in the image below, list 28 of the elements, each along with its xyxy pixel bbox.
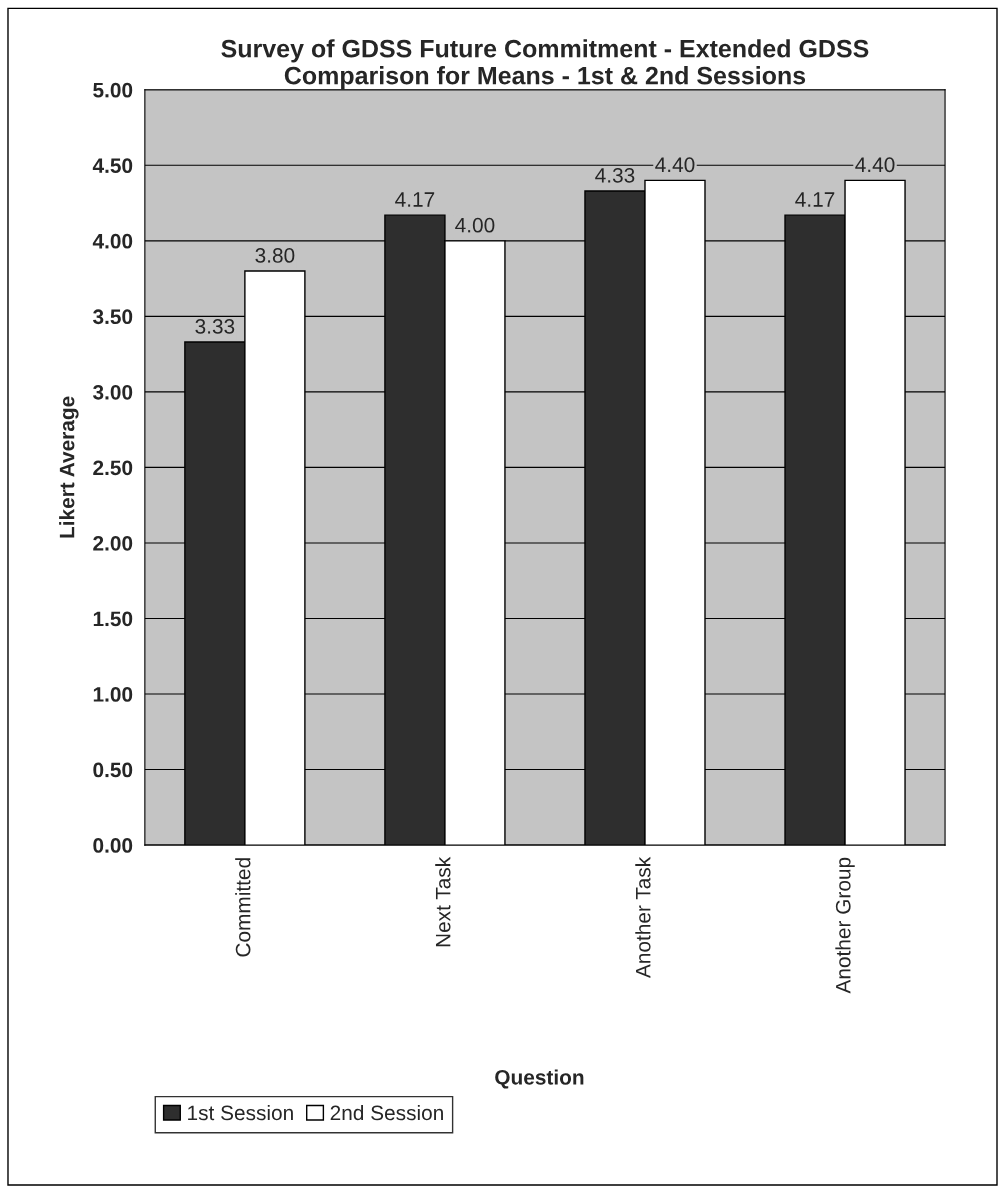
legend-label: 1st Session — [188, 1104, 293, 1121]
y-tick-label: 3.50 — [92, 309, 133, 325]
chart-title: Survey of GDSS Future Commitment - Extended GDSS Comparison for Means - 1st & 2nd Sessions — [221, 39, 869, 90]
data-label: 3.33 — [195, 319, 235, 334]
y-tick-label: 0.00 — [93, 838, 133, 853]
data-label: 4.00 — [455, 217, 495, 233]
y-tick-label: 2.50 — [93, 460, 133, 476]
x-tick-label: Another Task — [635, 856, 651, 979]
x-tick-label: Committed — [235, 858, 251, 957]
x-axis-title: Question — [495, 1069, 584, 1089]
x-tick-label: Another Group — [835, 857, 855, 994]
data-label: 4.17 — [395, 192, 435, 207]
y-tick-label: 1.00 — [93, 687, 133, 702]
x-tick-label: Next Task — [435, 856, 451, 947]
y-tick-label: 4.50 — [92, 158, 133, 174]
data-label: 4.33 — [595, 167, 635, 183]
y-tick-label: 0.50 — [93, 762, 133, 778]
y-tick-label: 1.50 — [93, 611, 133, 627]
data-label: 3.80 — [255, 248, 295, 263]
data-label: 4.40 — [655, 157, 695, 173]
data-label: 4.40 — [855, 157, 895, 173]
y-tick-label: 4.00 — [92, 233, 133, 249]
y-tick-label: 2.00 — [93, 535, 133, 551]
y-axis-title: Likert Average — [59, 396, 79, 538]
y-tick-label: 3.00 — [92, 384, 133, 400]
legend-label: 2nd Session — [330, 1104, 443, 1121]
data-label: 4.17 — [795, 192, 835, 207]
y-tick-label: 5.00 — [93, 82, 133, 98]
